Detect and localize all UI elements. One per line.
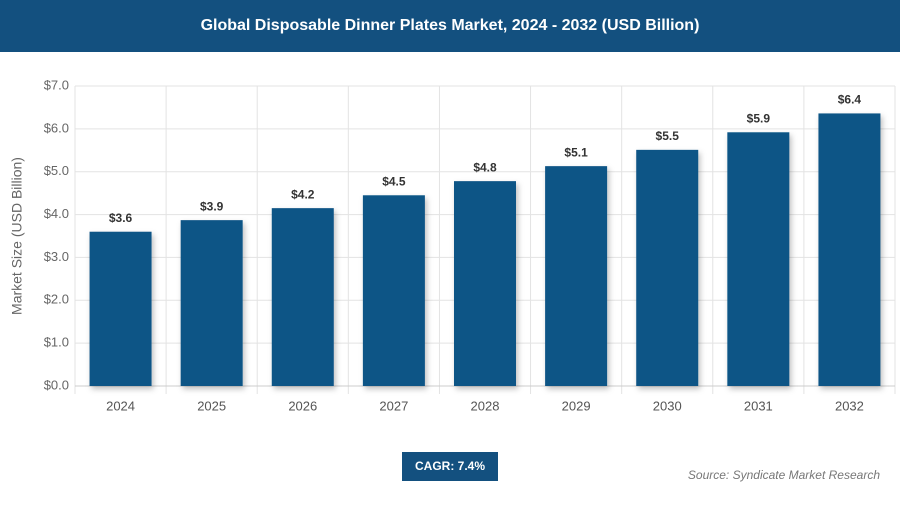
y-tick-label: $7.0 [44,77,69,92]
value-label: $3.9 [200,199,224,213]
x-tick-label: 2031 [744,398,773,413]
bar [727,132,790,386]
y-tick-label: $5.0 [44,163,69,178]
title-banner [0,0,900,52]
bar [636,149,699,386]
cagr-label: CAGR: 7.4% [415,459,485,473]
y-tick-label: $2.0 [44,292,69,307]
x-tick-label: 2025 [197,398,226,413]
x-tick-label: 2029 [562,398,591,413]
value-label: $6.4 [838,93,862,107]
x-tick-label: 2024 [106,398,135,413]
x-tick-label: 2028 [471,398,500,413]
y-axis-label: Market Size (USD Billion) [9,157,25,315]
bar [271,208,334,386]
value-label: $4.5 [382,174,406,188]
cagr-box [402,452,498,481]
y-tick-label: $3.0 [44,249,69,264]
bar [362,195,425,386]
y-tick-label: $6.0 [44,120,69,135]
bar [818,113,881,386]
value-label: $5.1 [564,145,588,159]
x-tick-label: 2026 [288,398,317,413]
y-tick-label: $4.0 [44,206,69,221]
x-tick-label: 2030 [653,398,682,413]
bar [180,220,243,386]
y-tick-label: $1.0 [44,335,69,350]
value-label: $4.2 [291,187,315,201]
value-label: $3.6 [109,211,133,225]
bar [454,181,516,386]
source-note: Source: Syndicate Market Research [688,468,880,482]
y-tick-label: $0.0 [44,377,69,392]
value-label: $5.9 [747,111,771,125]
bar [89,231,152,386]
value-label: $4.8 [473,160,497,174]
value-label: $5.5 [656,129,680,143]
x-tick-label: 2032 [835,398,864,413]
bar [545,166,608,386]
x-tick-label: 2027 [379,398,408,413]
chart-title: Global Disposable Dinner Plates Market, … [201,17,700,34]
